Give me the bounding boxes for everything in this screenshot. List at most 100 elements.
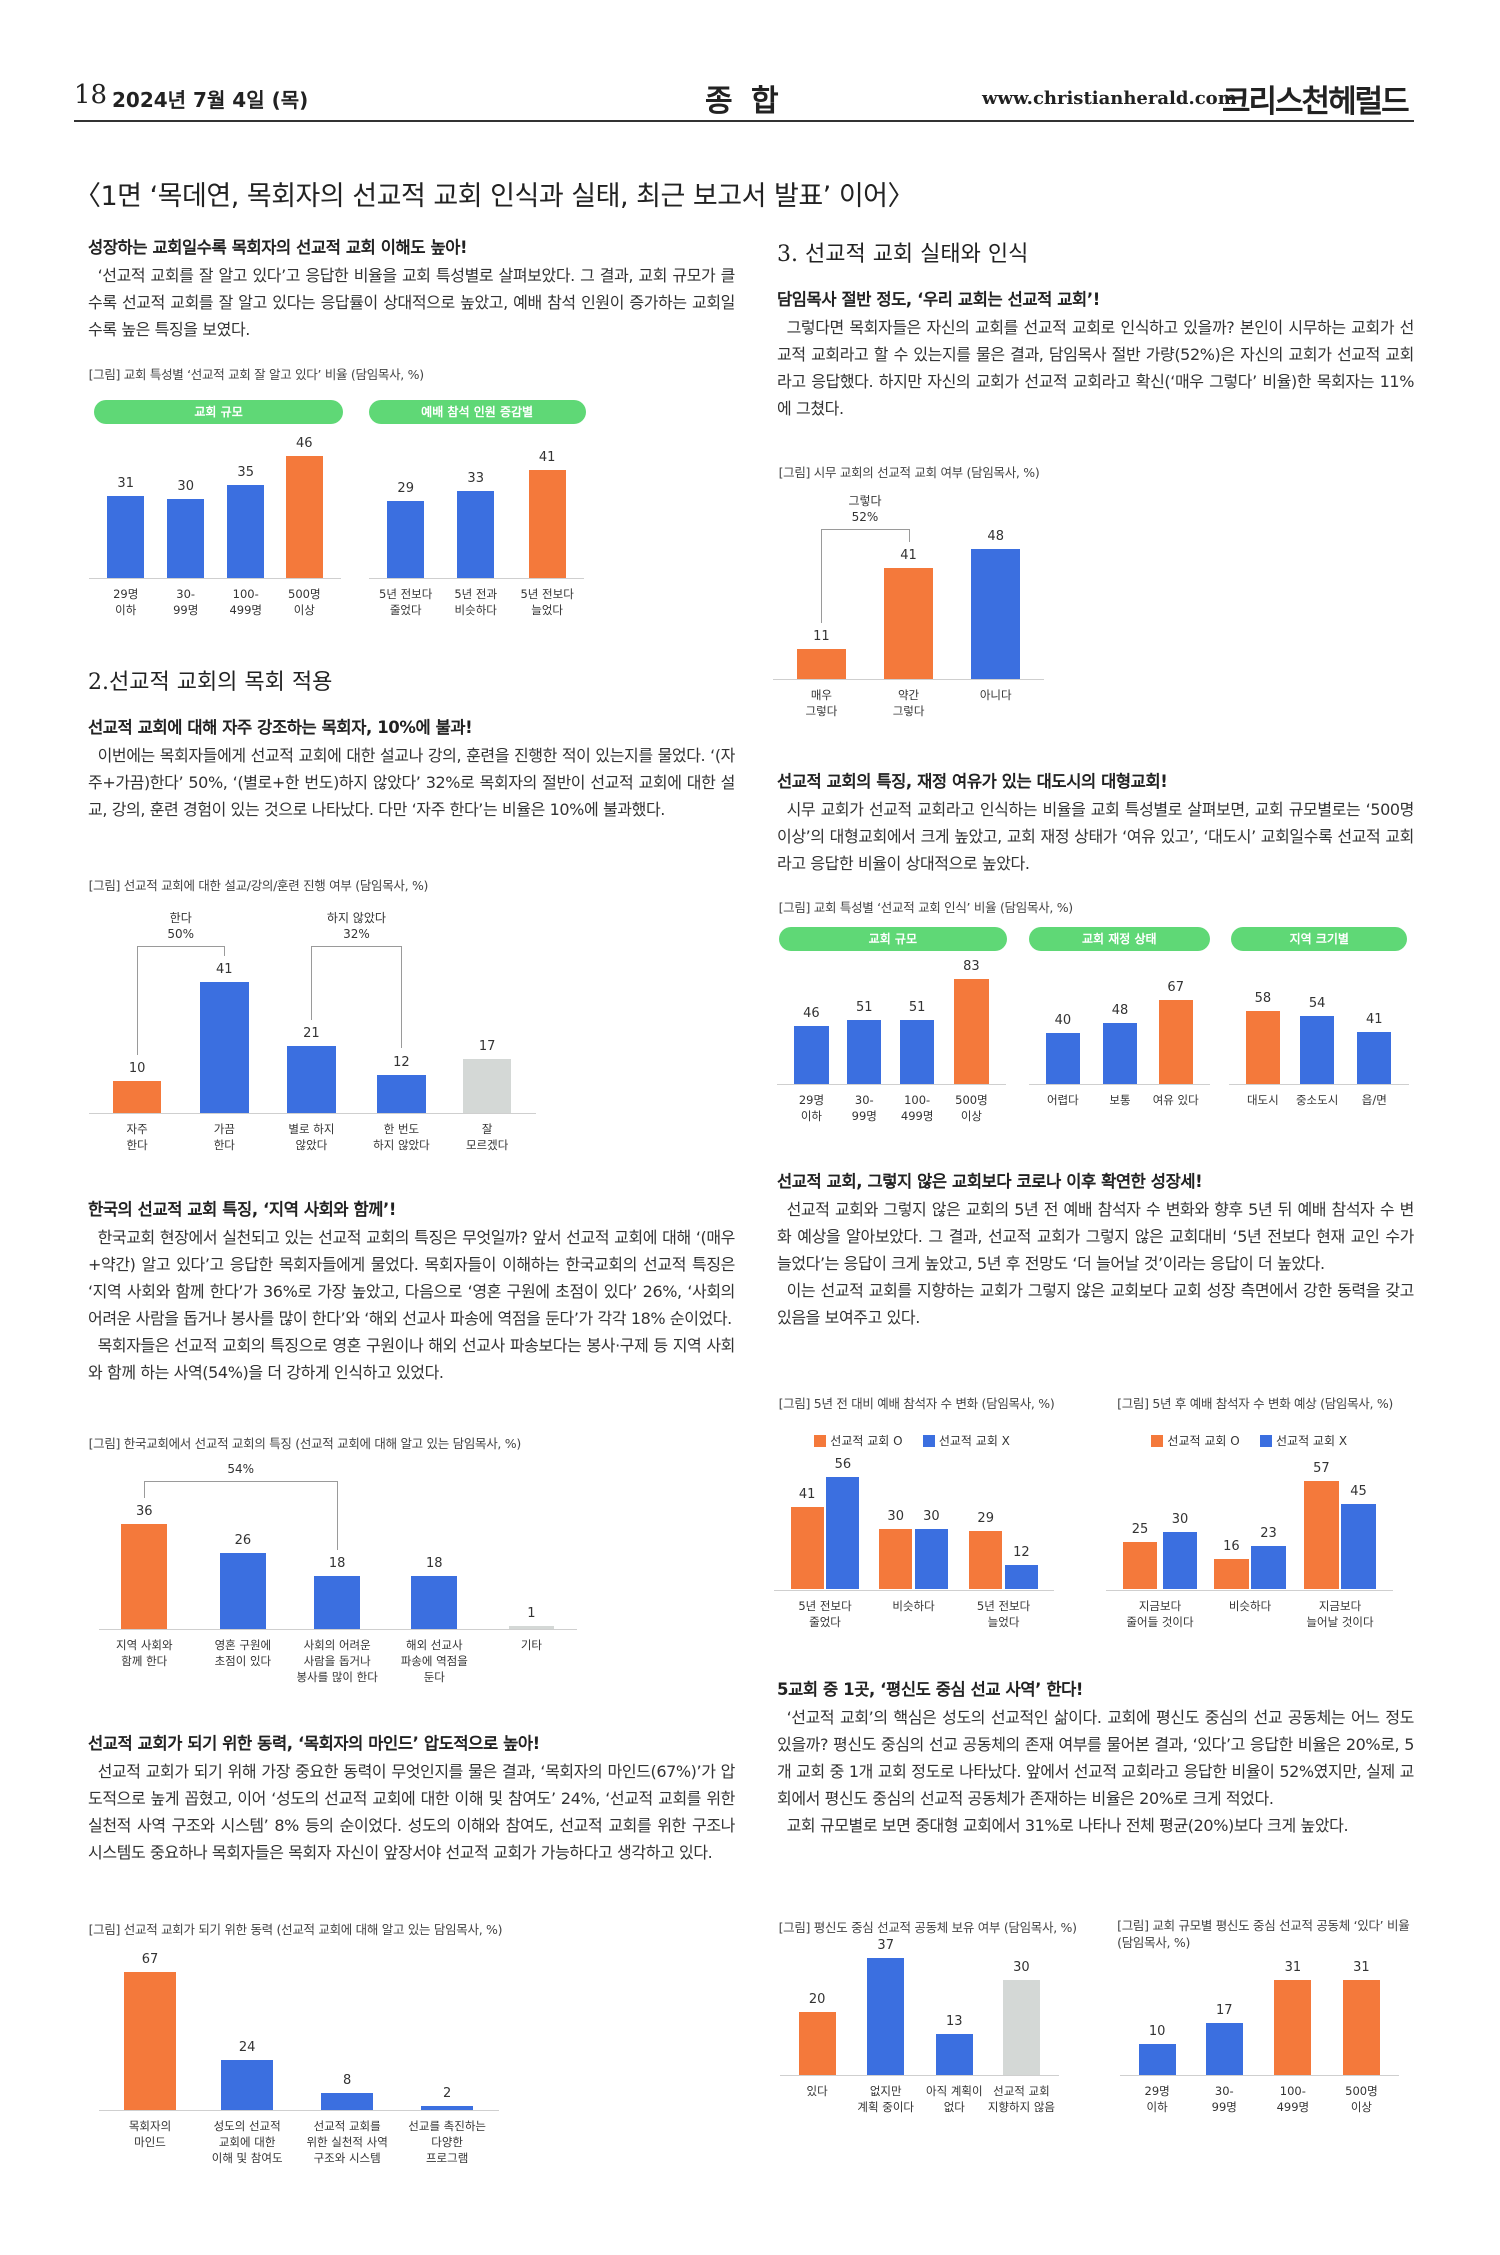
category-label: 5년 전보다 줄었다 xyxy=(379,587,433,617)
subhead: 담임목사 절반 정도, ‘우리 교회는 선교적 교회’! xyxy=(777,290,1100,309)
category-label: 자주 한다 xyxy=(126,1121,148,1152)
chart-title: [그림] 교회 특성별 ‘선교적 교회 인식’ 비율 (담임목사, %) xyxy=(778,900,1074,915)
category-label: 가끔 한다 xyxy=(213,1121,235,1152)
value-label: 31 xyxy=(1353,1959,1370,1975)
bar xyxy=(1138,2044,1176,2075)
value-label: 37 xyxy=(877,1937,894,1953)
category-label: 성도의 선교적 교회에 대한 이해 및 참여도 xyxy=(211,2118,283,2165)
chart-title: [그림] 5년 전 대비 예배 참석자 수 변화 (담임목사, %) xyxy=(778,1395,1055,1411)
value-label: 17 xyxy=(478,1038,496,1054)
category-label: 500명 이상 xyxy=(955,1092,988,1123)
bar xyxy=(421,2105,473,2110)
category-label: 5년 전보다 늘었다 xyxy=(520,587,574,617)
bar xyxy=(220,1553,266,1629)
value-label: 33 xyxy=(467,470,484,486)
category-label: 사회의 어려운 사람을 돕거나 봉사를 많이 한다 xyxy=(296,1637,378,1684)
category-label: 500명 이상 xyxy=(288,587,321,617)
article-block: 2.선교적 교회의 목회 적용 선교적 교회에 대해 자주 강조하는 목회자, … xyxy=(88,664,735,823)
legend-swatch xyxy=(922,1434,935,1447)
value-label: 46 xyxy=(296,436,313,452)
section-heading: 3. 선교적 교회 실태와 인식 xyxy=(777,242,1029,267)
value-label: 10 xyxy=(128,1060,146,1076)
category-label: 목회자의 마인드 xyxy=(128,2118,172,2149)
bar xyxy=(411,1576,458,1629)
category-label: 100- 499명 xyxy=(900,1092,934,1123)
value-label: 83 xyxy=(963,959,980,975)
value-label: 41 xyxy=(798,1487,816,1503)
bar xyxy=(377,1074,426,1113)
bar xyxy=(1102,1023,1138,1084)
chart-title: [그림] 평신도 중심 선교적 공동체 보유 여부 (담임목사, %) xyxy=(778,1920,1077,1936)
value-label: 20 xyxy=(808,1991,826,2007)
bar xyxy=(107,496,145,578)
section-name: 종 합 xyxy=(705,84,783,119)
category-label: 선교를 촉진하는 다양한 프로그램 xyxy=(408,2118,486,2165)
value-label: 41 xyxy=(216,962,233,978)
bracket-line xyxy=(908,528,910,543)
baseline xyxy=(777,1083,1006,1085)
bar xyxy=(1342,1979,1380,2075)
value-label: 23 xyxy=(1260,1525,1277,1541)
legend-label: 선교적 교회 X xyxy=(938,1433,1010,1448)
value-label: 24 xyxy=(238,2040,256,2056)
chart-title: [그림] 교회 특성별 ‘선교적 교회 잘 알고 있다’ 비율 (담임목사, %… xyxy=(88,366,425,382)
value-label: 30 xyxy=(177,478,194,494)
category-label: 29명 이하 xyxy=(798,1092,825,1123)
category-label: 한 번도 하지 않았다 xyxy=(373,1121,430,1152)
value-label: 16 xyxy=(1223,1538,1240,1554)
bar xyxy=(508,1625,555,1629)
category-label: 30- 99명 xyxy=(1211,2084,1237,2115)
baseline xyxy=(98,1628,578,1630)
section-heading: 2.선교적 교회의 목회 적용 xyxy=(88,670,333,695)
baseline xyxy=(774,1589,1055,1591)
value-label: 41 xyxy=(538,449,556,465)
subhead: 선교적 교회가 되기 위한 동력, ‘목회자의 마인드’ 압도적으로 높아! xyxy=(88,1734,540,1753)
bar xyxy=(457,490,495,578)
category-label: 100- 499명 xyxy=(229,587,262,617)
legend-swatch xyxy=(814,1434,827,1447)
bar xyxy=(528,469,566,578)
value-label: 67 xyxy=(1167,979,1184,995)
baseline xyxy=(1028,1083,1210,1085)
category-label: 없지만 계획 중이다 xyxy=(857,2084,914,2115)
article-block: 선교적 교회, 그렇지 않은 교회보다 코로나 이후 확연한 성장세! 선교적 … xyxy=(777,1168,1414,1331)
category-label: 대도시 xyxy=(1246,1092,1279,1107)
bar xyxy=(971,549,1020,680)
paragraph: 시무 교회가 선교적 교회라고 인식하는 비율을 교회 특성별로 살펴보면, 교… xyxy=(777,800,1414,873)
baseline xyxy=(1228,1083,1409,1085)
bar xyxy=(969,1531,1003,1590)
baseline xyxy=(780,2075,1059,2077)
bracket-line xyxy=(137,946,139,1055)
bar xyxy=(954,979,989,1084)
article-block: 선교적 교회가 되기 위한 동력, ‘목회자의 마인드’ 압도적으로 높아! 선… xyxy=(88,1730,735,1866)
chart-title: [그림] 한국교회에서 선교적 교회의 특징 (선교적 교회에 대해 알고 있는… xyxy=(88,1436,522,1452)
group-pill: 지역 크기별 xyxy=(1231,927,1408,952)
value-label: 51 xyxy=(856,999,873,1015)
category-label: 중소도시 xyxy=(1295,1092,1339,1107)
annotation: 하지 않았다 32% xyxy=(326,911,386,942)
category-label: 해외 선교사 파송에 역점을 둔다 xyxy=(400,1637,468,1684)
category-label: 지금보다 줄어들 것이다 xyxy=(1126,1598,1194,1629)
subhead: 선교적 교회의 특징, 재정 여유가 있는 대도시의 대형교회! xyxy=(777,772,1168,791)
bracket-line xyxy=(337,1481,339,1551)
bracket-line xyxy=(311,946,313,1020)
value-label: 67 xyxy=(141,1952,159,1968)
category-label: 아니다 xyxy=(979,688,1012,703)
legend-label: 선교적 교회 O xyxy=(830,1433,903,1448)
value-label: 12 xyxy=(393,1054,410,1070)
bar xyxy=(1045,1033,1080,1084)
article-block: 한국의 선교적 교회 특징, ‘지역 사회와 함께’! 한국교회 현장에서 실천… xyxy=(88,1196,735,1386)
value-label: 51 xyxy=(908,999,926,1015)
bracket-line xyxy=(821,528,909,530)
bar xyxy=(227,485,265,578)
category-label: 비슷하다 xyxy=(892,1598,935,1613)
value-label: 30 xyxy=(1013,1960,1030,1976)
legend-swatch xyxy=(1260,1434,1272,1447)
category-label: 비슷하다 xyxy=(1228,1598,1272,1613)
bar xyxy=(826,1477,860,1590)
bar xyxy=(935,2033,973,2075)
chart-title: [그림] 시무 교회의 선교적 교회 여부 (담임목사, %) xyxy=(778,465,1040,481)
page-number: 18 xyxy=(74,80,108,110)
legend-label: 선교적 교회 O xyxy=(1167,1433,1240,1448)
bar xyxy=(221,2060,273,2110)
